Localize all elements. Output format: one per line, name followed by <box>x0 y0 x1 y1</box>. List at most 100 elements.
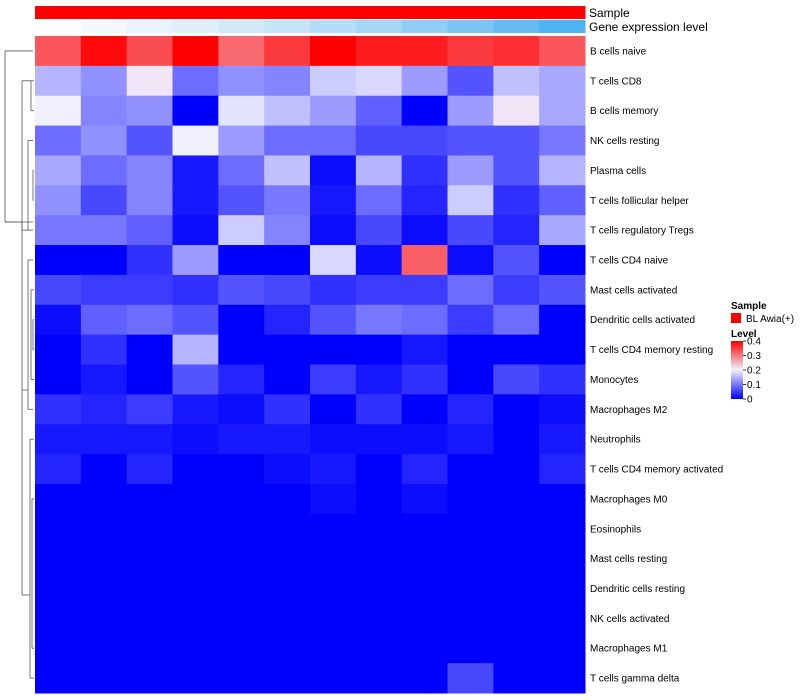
annotation-tracks <box>35 6 586 33</box>
heatmap-cell <box>80 603 128 634</box>
legend-tick-label: 0.4 <box>747 337 761 348</box>
heatmap-cell <box>493 543 540 575</box>
heatmap-cell <box>35 513 82 545</box>
heatmap-cell <box>493 304 540 336</box>
heatmap-cell <box>126 274 173 306</box>
heatmap-cell <box>493 274 540 306</box>
heatmap-cell <box>539 603 586 634</box>
heatmap-cell <box>447 543 494 575</box>
heatmap-cell <box>539 483 586 515</box>
heatmap-cell <box>539 663 586 694</box>
heatmap-cell <box>493 633 540 664</box>
heatmap-cell <box>218 274 265 306</box>
legend-sample-title: Sample <box>731 301 767 312</box>
heatmap-cell <box>126 185 173 216</box>
heatmap-cell <box>264 245 311 276</box>
heatmap-cell <box>264 125 311 156</box>
heatmap-cell <box>172 95 219 127</box>
heatmap-cell <box>355 573 403 604</box>
row-label: Mast cells activated <box>590 285 677 296</box>
heatmap-cell <box>264 36 311 67</box>
annotation-cell <box>310 20 357 33</box>
heatmap-cell <box>264 304 311 336</box>
heatmap-cell <box>126 394 173 425</box>
heatmap-cell <box>218 424 265 455</box>
annotation-cell <box>264 20 311 33</box>
heatmap-cell <box>35 125 82 156</box>
heatmap-cell <box>80 424 128 455</box>
heatmap-cell <box>80 185 128 216</box>
heatmap-cell <box>264 364 311 395</box>
heatmap-cell <box>126 633 173 664</box>
row-label: T cells CD4 naive <box>590 255 669 266</box>
heatmap-cell <box>539 215 586 246</box>
legend-sample-entry: BL Awia(+) <box>746 314 794 325</box>
heatmap-cell <box>172 573 219 604</box>
row-label: Plasma cells <box>590 166 646 177</box>
heatmap-cell <box>539 334 586 365</box>
heatmap-cell <box>447 603 494 634</box>
heatmap-cell <box>493 155 540 186</box>
heatmap-cell <box>310 424 357 455</box>
heatmap-cell <box>172 394 219 425</box>
heatmap-cell <box>172 663 219 694</box>
heatmap-cell <box>493 573 540 604</box>
heatmap-cell <box>401 95 448 127</box>
heatmap-cell <box>310 543 357 575</box>
heatmap-cell <box>218 663 265 694</box>
heatmap-cell <box>126 334 173 365</box>
heatmap-cell <box>310 573 357 604</box>
row-label: T cells follicular helper <box>590 196 689 207</box>
heatmap-cell <box>264 65 311 97</box>
row-label: B cells memory <box>590 106 658 117</box>
heatmap-cell <box>401 155 448 186</box>
legend-level-title: Level <box>731 329 757 340</box>
legend: Sample BL Awia(+) Level 0.4 0.3 0.2 0.1 0 <box>731 301 794 406</box>
heatmap-cell <box>539 633 586 664</box>
annotation-cell <box>493 20 540 33</box>
heatmap-cell <box>264 454 311 485</box>
row-label: T cells regulatory Tregs <box>590 226 694 237</box>
row-label: Monocytes <box>590 375 638 386</box>
heatmap-cell <box>126 573 173 604</box>
heatmap-cell <box>218 573 265 604</box>
heatmap-cell <box>80 573 128 604</box>
heatmap-cell <box>493 125 540 156</box>
heatmap-cell <box>401 364 448 395</box>
heatmap-cell <box>172 36 219 67</box>
heatmap-cell <box>539 185 586 216</box>
heatmap-cell <box>493 483 540 515</box>
heatmap-cell <box>80 95 128 127</box>
heatmap-cell <box>447 95 494 127</box>
heatmap-cell <box>35 215 82 246</box>
row-label: B cells naive <box>590 46 647 57</box>
heatmap-cell <box>401 603 448 634</box>
heatmap-cell <box>447 424 494 455</box>
heatmap-cell <box>126 513 173 545</box>
row-label: Dendritic cells resting <box>590 584 685 595</box>
annotation-cell <box>355 6 403 19</box>
heatmap-cell <box>126 95 173 127</box>
heatmap-cell <box>401 245 448 276</box>
heatmap-cell <box>401 304 448 336</box>
heatmap-cell <box>126 603 173 634</box>
heatmap-cell <box>264 633 311 664</box>
heatmap-cell <box>218 155 265 186</box>
heatmap-cell <box>401 185 448 216</box>
legend-sample-swatch <box>731 313 741 323</box>
heatmap-cell <box>447 245 494 276</box>
heatmap-cell <box>126 543 173 575</box>
heatmap-cell <box>401 513 448 545</box>
annotation-cell <box>218 20 265 33</box>
heatmap-cell <box>447 633 494 664</box>
heatmap-cell <box>80 663 128 694</box>
heatmap-cell <box>310 36 357 67</box>
heatmap-cell <box>447 155 494 186</box>
heatmap-cell <box>218 454 265 485</box>
heatmap-cell <box>355 543 403 575</box>
heatmap-cell <box>355 36 403 67</box>
row-label: Eosinophils <box>590 524 641 535</box>
heatmap-cell <box>493 36 540 67</box>
heatmap-cell <box>355 603 403 634</box>
heatmap-cell <box>264 185 311 216</box>
